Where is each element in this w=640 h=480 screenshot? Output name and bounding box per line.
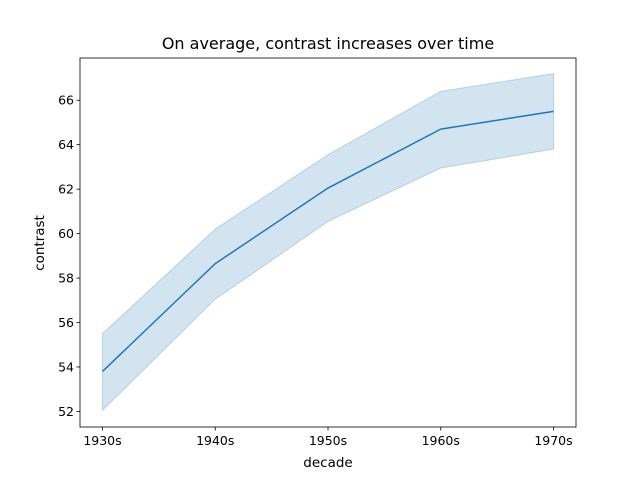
y-tick-label: 56 — [58, 315, 74, 330]
x-tick-label: 1960s — [422, 433, 460, 448]
plot-area: 52 54 56 58 60 62 64 66 1930s 1940s 1950s 1960s 1970… — [58, 57, 577, 448]
y-tick-label: 60 — [58, 226, 74, 241]
y-tick-label: 52 — [58, 404, 74, 419]
y-tick-label: 58 — [58, 271, 74, 286]
chart-title: On average, contrast increases over time — [162, 34, 494, 53]
x-tick-label: 1940s — [196, 433, 234, 448]
x-tick-label: 1950s — [309, 433, 347, 448]
x-tick-label: 1930s — [83, 433, 121, 448]
y-tick-label: 64 — [58, 137, 74, 152]
y-axis-label: contrast — [32, 215, 48, 271]
series-line — [101, 110, 554, 372]
x-tick-label: 1970s — [534, 433, 572, 448]
confidence-band — [102, 72, 554, 412]
y-tick-label: 62 — [58, 182, 74, 197]
y-tick-label: 66 — [58, 93, 74, 108]
x-axis-label: decade — [303, 455, 352, 471]
y-tick-label: 54 — [58, 359, 74, 374]
